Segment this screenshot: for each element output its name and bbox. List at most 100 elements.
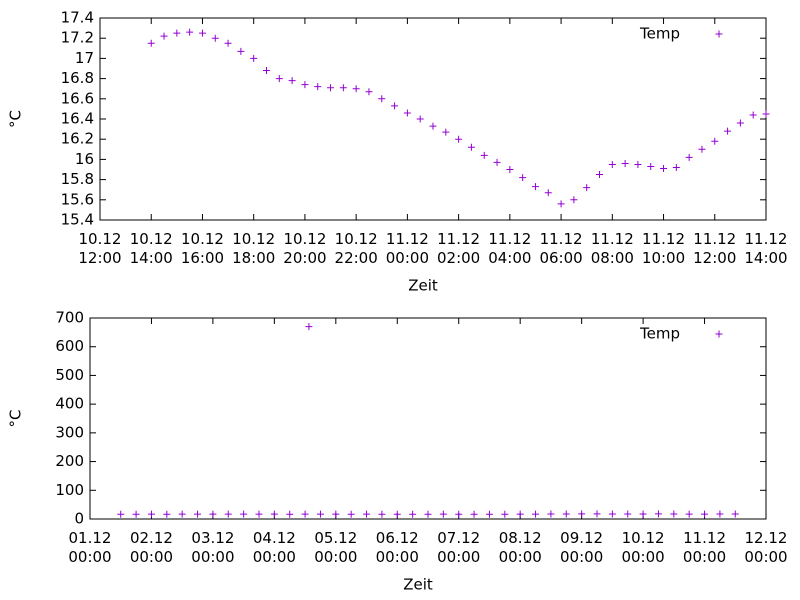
data-point	[194, 510, 202, 518]
data-point	[255, 510, 263, 518]
y-tick-label: 600	[55, 337, 84, 355]
data-point	[429, 122, 437, 130]
data-point	[570, 196, 578, 204]
x-tick-label: 11.12 04:00	[488, 230, 531, 267]
legend-marker	[715, 330, 723, 338]
data-point	[240, 510, 248, 518]
data-point	[403, 109, 411, 117]
data-point	[409, 510, 417, 518]
y-tick-label: 500	[55, 366, 84, 384]
x-tick-label: 10.12 16:00	[181, 230, 224, 267]
data-point	[634, 160, 642, 168]
y-tick-label: 16.4	[61, 110, 94, 128]
y-tick-label: 0	[74, 510, 84, 528]
data-point	[132, 510, 140, 518]
data-point	[378, 95, 386, 103]
x-tick-label: 09.12 00:00	[560, 529, 603, 566]
data-point	[519, 174, 527, 182]
data-point	[516, 510, 524, 518]
data-point	[147, 39, 155, 47]
data-point	[762, 110, 770, 118]
data-point	[557, 200, 565, 208]
data-point	[301, 81, 309, 89]
x-tick-label: 11.12 10:00	[642, 230, 685, 267]
data-point	[424, 510, 432, 518]
data-point	[163, 510, 171, 518]
data-point	[117, 510, 125, 518]
data-point	[501, 510, 509, 518]
data-point	[685, 510, 693, 518]
y-tick-label: 300	[55, 423, 84, 441]
data-point	[393, 510, 401, 518]
y-tick-label: 100	[55, 481, 84, 499]
x-tick-label: 05.12 00:00	[314, 529, 357, 566]
y-tick-label: 16.6	[61, 89, 94, 107]
data-point	[716, 510, 724, 518]
data-point	[288, 77, 296, 85]
data-point	[593, 510, 601, 518]
data-point	[621, 159, 629, 167]
y-tick-label: 17.2	[61, 29, 94, 47]
data-point	[685, 153, 693, 161]
x-tick-label: 02.12 00:00	[130, 529, 173, 566]
y-tick-label: 17	[75, 49, 94, 67]
data-point	[363, 510, 371, 518]
x-tick-label: 04.12 00:00	[253, 529, 296, 566]
data-point	[327, 84, 335, 92]
x-tick-label: 06.12 00:00	[376, 529, 419, 566]
data-point	[316, 510, 324, 518]
data-point	[608, 160, 616, 168]
data-point	[378, 510, 386, 518]
x-tick-label: 12.12 00:00	[744, 529, 787, 566]
data-point	[270, 510, 278, 518]
data-point	[439, 510, 447, 518]
data-point	[305, 323, 313, 331]
y-tick-label: 16.2	[61, 130, 94, 148]
data-point	[467, 143, 475, 151]
y-tick-label: 15.6	[61, 190, 94, 208]
data-point	[639, 510, 647, 518]
data-point	[470, 510, 478, 518]
plot-frame	[89, 317, 767, 520]
y-tick-label: 15.4	[61, 211, 94, 229]
data-point	[670, 510, 678, 518]
x-tick-label: 11.12 00:00	[386, 230, 429, 267]
x-tick-label: 01.12 00:00	[68, 529, 111, 566]
legend-marker	[715, 30, 723, 38]
data-point	[147, 510, 155, 518]
data-point	[531, 183, 539, 191]
data-point	[332, 510, 340, 518]
data-point	[263, 67, 270, 75]
legend-label: Temp	[639, 25, 680, 43]
data-point	[314, 83, 322, 91]
x-axis-label: Zeit	[408, 277, 438, 295]
data-point	[173, 29, 181, 37]
data-point	[562, 510, 570, 518]
data-point	[480, 151, 488, 159]
x-axis-label: Zeit	[403, 576, 433, 594]
y-tick-label: 17.4	[61, 9, 94, 27]
data-point	[416, 115, 424, 123]
y-axis-label: °C	[7, 410, 25, 428]
data-point	[198, 29, 206, 37]
data-point	[391, 102, 399, 110]
data-point	[211, 34, 219, 42]
x-tick-label: 11.12 08:00	[591, 230, 634, 267]
x-tick-label: 10.12 20:00	[283, 230, 326, 267]
data-point	[731, 510, 739, 518]
data-point	[736, 119, 744, 127]
data-point	[724, 127, 732, 135]
data-point	[339, 84, 347, 92]
data-point	[672, 163, 680, 171]
x-tick-label: 10.12 18:00	[232, 230, 275, 267]
data-point	[596, 171, 603, 179]
x-tick-label: 08.12 00:00	[499, 529, 542, 566]
y-tick-label: 700	[55, 309, 84, 327]
data-point	[178, 510, 186, 518]
data-point	[224, 510, 232, 518]
data-point	[455, 135, 463, 143]
x-tick-label: 11.12 00:00	[683, 529, 726, 566]
data-point	[711, 137, 719, 145]
y-tick-label: 16.8	[61, 69, 94, 87]
data-point	[352, 85, 360, 93]
